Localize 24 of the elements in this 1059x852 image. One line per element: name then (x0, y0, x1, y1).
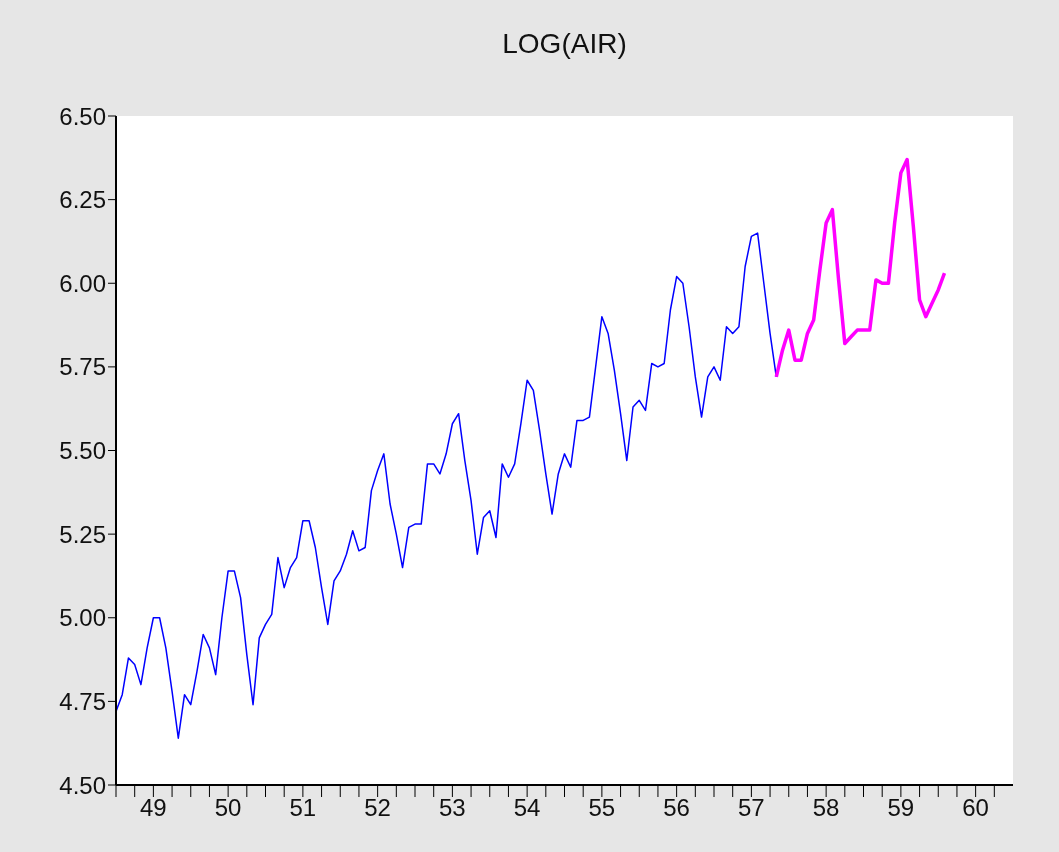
x-tick-label: 53 (439, 794, 466, 822)
x-tick-label: 56 (663, 794, 690, 822)
y-tick-label: 5.75 (59, 353, 106, 381)
y-tick-label: 6.25 (59, 186, 106, 214)
x-tick-label: 60 (962, 794, 989, 822)
y-tick-label: 4.75 (59, 687, 106, 715)
y-tick-label: 5.00 (59, 604, 106, 632)
x-tick-label: 57 (738, 794, 765, 822)
x-tick-label: 49 (140, 794, 167, 822)
line-series (116, 232, 778, 739)
y-tick-label: 6.00 (59, 269, 106, 297)
y-tick-label: 5.50 (59, 437, 106, 465)
x-tick-label: 50 (214, 794, 242, 822)
x-tick-label: 54 (513, 794, 541, 822)
chart-title: LOG(AIR) (501, 28, 628, 60)
line-series (774, 157, 947, 379)
x-tick-label: 59 (887, 794, 915, 822)
x-tick-label: 51 (289, 794, 317, 822)
y-tick-label: 4.50 (59, 771, 106, 799)
x-tick-label: 55 (588, 794, 616, 822)
y-tick-label: 6.50 (59, 102, 106, 130)
y-tick-label: 5.25 (59, 520, 106, 548)
x-tick-label: 58 (812, 794, 840, 822)
x-tick-label: 52 (364, 794, 391, 822)
